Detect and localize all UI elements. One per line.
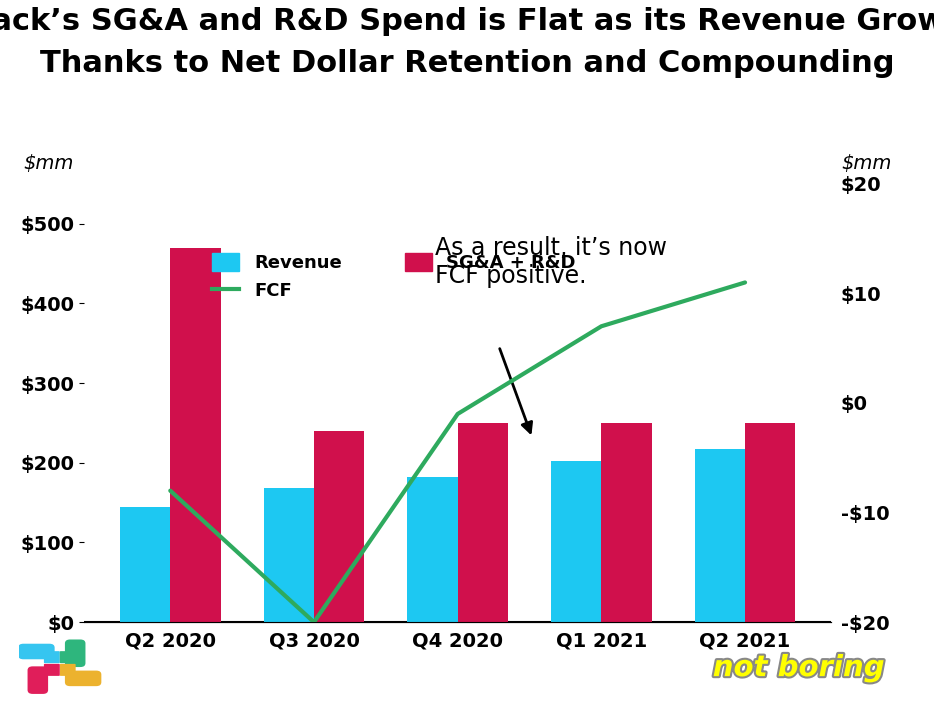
Bar — [458, 423, 508, 622]
Bar — [601, 423, 652, 622]
FancyBboxPatch shape — [65, 639, 86, 667]
Text: $mm: $mm — [23, 154, 74, 173]
Text: Thanks to Net Dollar Retention and Compounding: Thanks to Net Dollar Retention and Compo… — [40, 49, 894, 78]
FancyBboxPatch shape — [44, 664, 60, 676]
Text: $mm: $mm — [842, 154, 892, 173]
FancyBboxPatch shape — [44, 651, 60, 663]
Legend: Revenue, FCF, SG&A + R&D: Revenue, FCF, SG&A + R&D — [205, 245, 583, 308]
Text: As a result, it’s now
FCF positive.: As a result, it’s now FCF positive. — [435, 236, 667, 288]
Bar — [695, 449, 745, 622]
Bar — [407, 477, 458, 622]
Bar — [745, 423, 796, 622]
Text: not boring: not boring — [713, 654, 884, 682]
Bar — [263, 489, 314, 622]
FancyBboxPatch shape — [28, 666, 49, 694]
Bar — [551, 461, 601, 622]
FancyBboxPatch shape — [19, 643, 54, 659]
FancyBboxPatch shape — [65, 670, 101, 686]
FancyBboxPatch shape — [60, 651, 76, 663]
Bar — [120, 507, 170, 622]
FancyBboxPatch shape — [60, 664, 76, 676]
Bar — [314, 431, 364, 622]
Bar — [170, 247, 220, 622]
Text: Slack’s SG&A and R&D Spend is Flat as its Revenue Grows,: Slack’s SG&A and R&D Spend is Flat as it… — [0, 7, 934, 36]
